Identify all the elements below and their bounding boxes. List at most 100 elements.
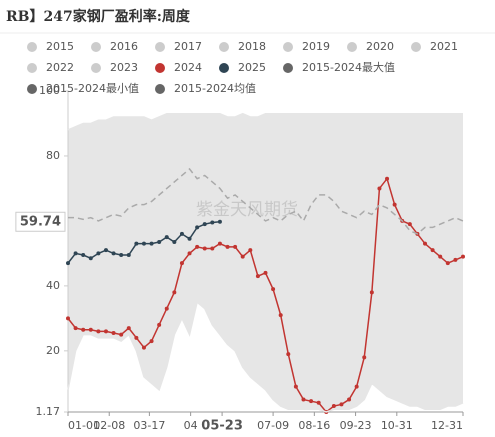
series-line [68,167,464,235]
point [187,251,192,256]
legend-item[interactable]: 2022 [27,61,74,74]
legend-label: 2017 [174,40,202,53]
legend-label: 2024 [174,61,202,74]
crosshair-value: 59.74 [20,214,61,229]
band-fill [68,113,463,412]
point [339,402,344,407]
point [195,225,200,230]
legend-item[interactable]: 2016 [91,40,138,53]
legend-item[interactable]: 2017 [155,40,202,53]
point [195,244,200,249]
point [88,327,93,332]
point [309,399,314,404]
legend-swatch [27,42,37,52]
legend-swatch [155,63,165,73]
point [126,253,131,258]
legend-label: 2015-2024最大值 [302,60,395,74]
point [202,222,207,227]
point [423,241,428,246]
legend-item[interactable]: 2019 [283,40,330,53]
point [286,352,291,357]
y-tick-label: 80 [46,149,60,162]
x-highlight-box [197,417,247,435]
min-line [67,300,464,413]
point [217,219,222,224]
point [73,326,78,331]
point [96,329,101,334]
point [438,254,443,259]
point [331,404,336,409]
point [81,327,86,332]
legend-label: 2019 [302,40,330,53]
point [141,345,146,350]
point [461,254,465,259]
legend-item[interactable]: 2024 [155,61,202,74]
legend-swatch [219,42,229,52]
y-tick-label: 20 [46,344,60,357]
legend-label: 2020 [366,40,394,53]
point [157,322,162,327]
point [119,253,124,258]
legend-swatch [411,42,421,52]
y-tick-label: 1.17 [36,405,61,418]
point [210,220,215,225]
point [248,248,253,253]
point [233,244,238,249]
legend-item[interactable]: 2015 [27,40,74,53]
point [278,313,283,318]
legend-swatch [347,42,357,52]
legend-item[interactable]: 2015-2024最大值 [283,60,395,74]
x-tick-label: 09-23 [340,419,372,432]
point [73,251,78,256]
legend-item[interactable]: 2018 [219,40,266,53]
point [430,248,435,253]
point [354,384,359,389]
x-tick-label: 08-16 [298,419,330,432]
point [225,244,230,249]
point [66,316,70,321]
x-tick-label: 02-08 [93,419,125,432]
legend-label: 2025 [238,61,266,74]
legend-label: 2022 [46,61,74,74]
point [445,261,450,266]
chart-title: RB】247家钢厂盈利率:周度 [6,8,191,25]
x-tick-label: 04 [184,419,198,432]
x-tick-label: 10-31 [381,419,413,432]
point [111,330,116,335]
legend-label: 2015 [46,40,74,53]
point [164,306,169,311]
legend-label: 2015-2024均值 [174,82,256,95]
legend: 2015 2016 2017 2018 2019 2020 2021 2022 2023 2024… [27,40,458,95]
legend-swatch [91,63,101,73]
x-tick-label: 03-17 [133,419,165,432]
legend-swatch [283,42,293,52]
legend-swatch [283,63,293,73]
legend-item[interactable]: 2021 [411,40,458,53]
legend-item[interactable]: 2015-2024最小值 [27,82,139,95]
legend-item[interactable]: 2015-2024均值 [155,82,256,95]
point [164,235,169,240]
legend-swatch [219,63,229,73]
point [172,290,177,295]
point [210,246,215,251]
point [263,270,268,275]
legend-item[interactable]: 2020 [347,40,394,53]
legend-label: 2023 [110,61,138,74]
point [134,241,139,246]
point [187,236,192,241]
point [347,397,352,402]
point [179,231,184,236]
legend-item[interactable]: 2025 [219,61,266,74]
point [149,339,154,344]
point [149,241,154,246]
y-tick-label: 100 [39,84,60,97]
point [316,400,321,405]
point [407,222,412,227]
legend-swatch [91,42,101,52]
point [362,355,367,360]
legend-item[interactable]: 2023 [91,61,138,74]
max-line [67,112,463,131]
point [453,257,458,262]
legend-swatch [155,84,165,94]
